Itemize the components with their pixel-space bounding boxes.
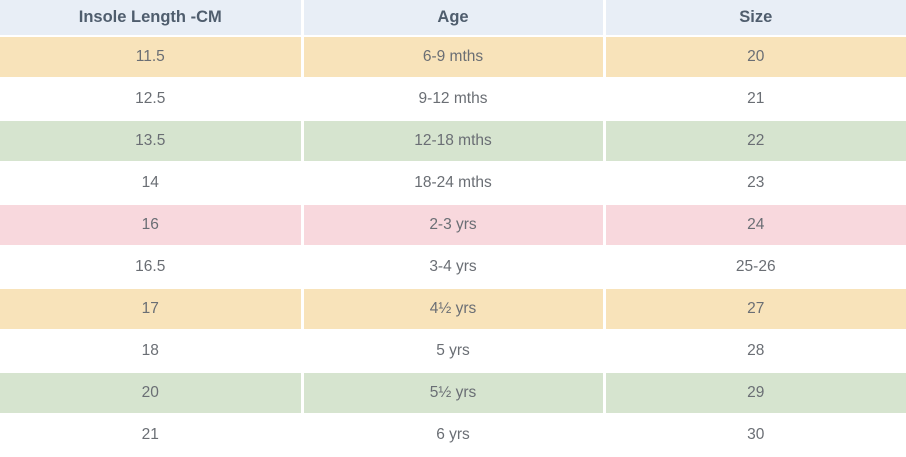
cell-size: 24 [604,204,906,247]
cell-size: 30 [604,414,906,457]
column-header-size: Size [604,0,906,37]
cell-age: 6 yrs [302,414,606,457]
column-header-age: Age [302,0,606,37]
cell-age: 18-24 mths [302,162,606,205]
cell-age: 4½ yrs [302,288,606,331]
cell-insole-length: 12.5 [0,78,304,121]
cell-age: 5½ yrs [302,372,606,415]
cell-insole-length: 11.5 [0,36,304,79]
cell-size: 20 [604,36,906,79]
cell-insole-length: 21 [0,414,304,457]
cell-insole-length: 20 [0,372,304,415]
table-header: Insole Length -CM Age Size [0,0,906,37]
table-row: 18 5 yrs 28 [0,330,906,373]
cell-insole-length: 16.5 [0,246,304,289]
table-row: 16.5 3-4 yrs 25-26 [0,246,906,289]
cell-age: 3-4 yrs [302,246,606,289]
cell-age: 2-3 yrs [302,204,606,247]
table-row: 13.5 12-18 mths 22 [0,120,906,163]
table-row: 11.5 6-9 mths 20 [0,36,906,79]
table-row: 17 4½ yrs 27 [0,288,906,331]
table-row: 12.5 9-12 mths 21 [0,78,906,121]
table-row: 21 6 yrs 30 [0,414,906,457]
cell-age: 9-12 mths [302,78,606,121]
cell-size: 25-26 [604,246,906,289]
table-row: 20 5½ yrs 29 [0,372,906,415]
cell-size: 28 [604,330,906,373]
cell-age: 5 yrs [302,330,606,373]
cell-size: 23 [604,162,906,205]
cell-size: 27 [604,288,906,331]
cell-size: 22 [604,120,906,163]
cell-age: 12-18 mths [302,120,606,163]
header-row: Insole Length -CM Age Size [0,0,906,37]
table-row: 14 18-24 mths 23 [0,162,906,205]
table-row: 16 2-3 yrs 24 [0,204,906,247]
cell-insole-length: 16 [0,204,304,247]
cell-age: 6-9 mths [302,36,606,79]
table-body: 11.5 6-9 mths 20 12.5 9-12 mths 21 13.5 12-18 m… [0,36,906,457]
cell-size: 29 [604,372,906,415]
cell-insole-length: 14 [0,162,304,205]
cell-insole-length: 18 [0,330,304,373]
cell-insole-length: 13.5 [0,120,304,163]
column-header-insole-length: Insole Length -CM [0,0,304,37]
cell-insole-length: 17 [0,288,304,331]
cell-size: 21 [604,78,906,121]
